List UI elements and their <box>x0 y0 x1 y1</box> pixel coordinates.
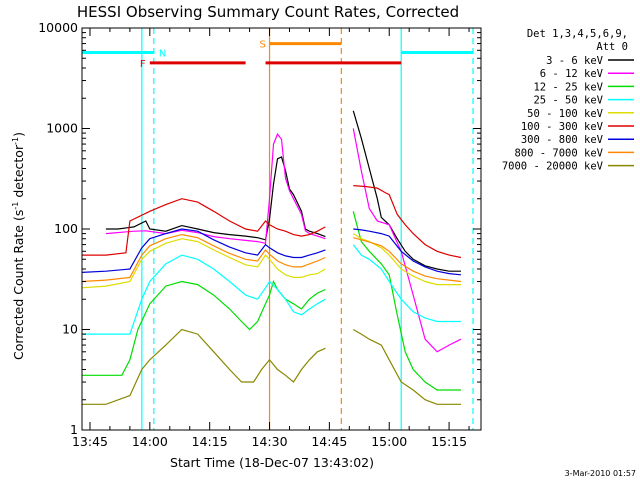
y-tick-label-5: 10000 <box>38 20 78 35</box>
legend-label-8: 800 - 7000 keV <box>514 147 603 159</box>
vlines-layer <box>141 28 474 430</box>
series-line-5 <box>81 233 461 289</box>
x-tick-label-3: 14:15 <box>192 434 228 449</box>
x-axis-label: Start Time (18-Dec-07 13:43:02) <box>170 455 374 470</box>
legend-label-9: 7000 - 20000 keV <box>502 161 604 173</box>
flag-label-N: N <box>159 49 166 60</box>
x-tick-label-7: 15:15 <box>431 434 467 449</box>
y-tick-label-1: 1 <box>70 422 78 437</box>
flag-label-S: S <box>260 40 266 51</box>
series-line-7 <box>81 228 462 276</box>
legend-label-7: 300 - 800 keV <box>521 134 604 146</box>
y-tick-label-4: 1000 <box>46 121 78 136</box>
series-line-9 <box>82 328 461 405</box>
flag-label-F: F <box>140 59 146 70</box>
legend-header-line-2: Att 0 <box>596 41 628 53</box>
series-line-4 <box>82 244 461 335</box>
legend-label-6: 100 - 300 keV <box>521 121 604 133</box>
chart-title: HESSI Observing Summary Count Rates, Cor… <box>77 3 459 21</box>
series-line-8 <box>81 233 462 283</box>
series-line-3 <box>82 211 461 391</box>
y-tick-label-3: 100 <box>54 221 78 236</box>
x-tick-label-4: 14:30 <box>252 434 288 449</box>
y-axis: 1 10 100 1000 10000 <box>38 20 481 437</box>
series-line-2 <box>105 128 462 353</box>
series-layer <box>81 110 462 405</box>
legend-header-line-1: Det 1,3,4,5,6,9, <box>527 28 628 40</box>
legend-label-5: 50 - 100 keV <box>527 108 604 120</box>
x-tick-label-5: 14:45 <box>311 434 347 449</box>
legend-label-2: 6 - 12 keV <box>540 68 604 80</box>
flag-bars-layer: N F S <box>82 40 474 70</box>
legend-label-3: 12 - 25 keV <box>533 81 603 93</box>
generation-timestamp: 3-Mar-2010 01:57 <box>565 469 636 478</box>
legend-label-4: 25 - 50 keV <box>533 95 603 107</box>
x-tick-label-6: 15:00 <box>371 434 407 449</box>
legend-label-1: 3 - 6 keV <box>546 55 604 67</box>
x-tick-label-1: 13:45 <box>72 434 108 449</box>
x-axis: 13:45 14:00 14:15 14:30 14:45 15:00 15:15 <box>72 28 470 449</box>
plot-frame <box>81 27 482 431</box>
y-tick-label-2: 10 <box>62 322 78 337</box>
x-tick-label-2: 14:00 <box>132 434 168 449</box>
y-axis-label: Corrected Count Rate (s-1 detector-1) <box>11 132 26 360</box>
series-line-6 <box>82 185 462 259</box>
